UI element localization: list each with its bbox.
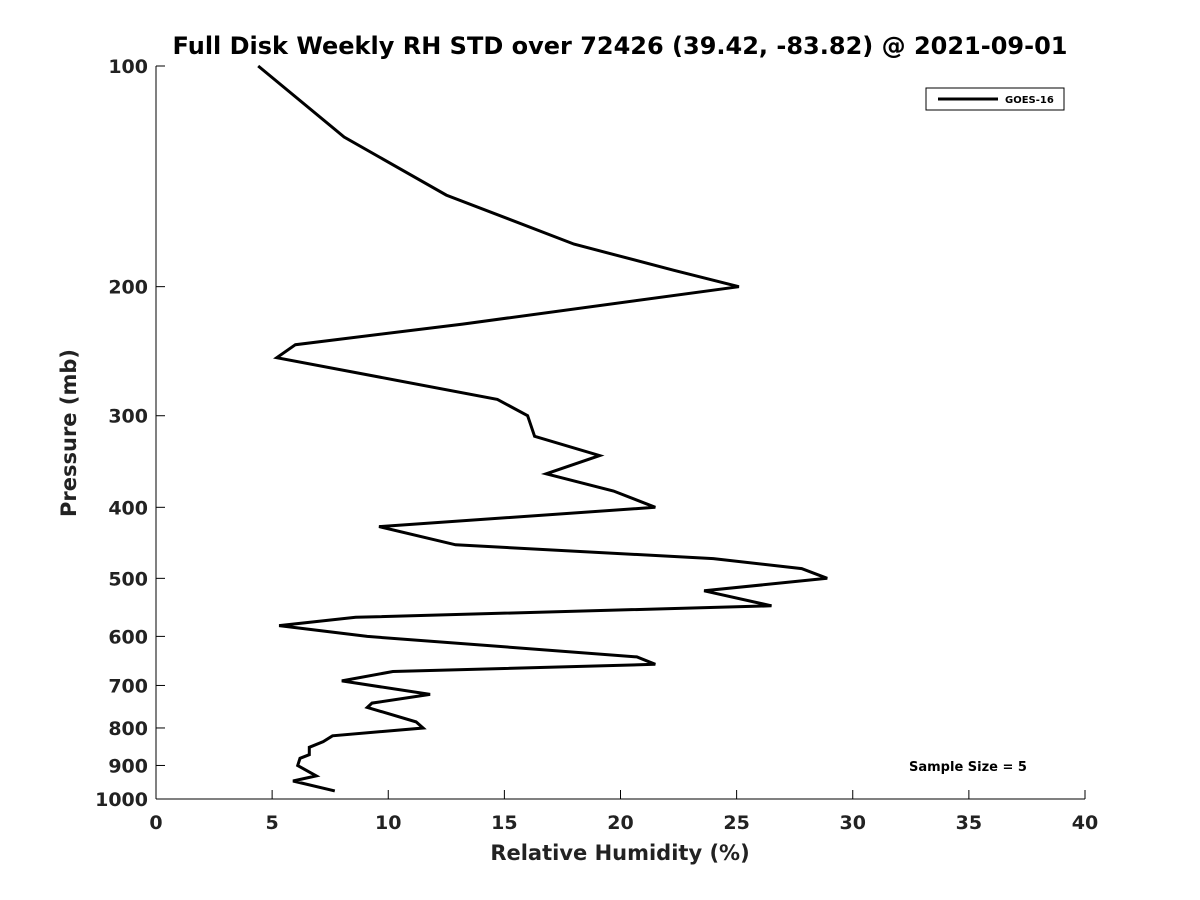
series-line-goes-16 — [257, 64, 828, 793]
y-tick-label: 200 — [108, 277, 148, 299]
chart-title: Full Disk Weekly RH STD over 72426 (39.4… — [173, 32, 1068, 60]
y-tick-label: 900 — [108, 755, 148, 777]
x-tick-label: 0 — [149, 812, 162, 834]
x-tick-label: 30 — [840, 812, 866, 834]
y-tick-label: 1000 — [95, 789, 148, 811]
x-tick-label: 25 — [723, 812, 749, 834]
axes — [155, 66, 1085, 800]
series-layer — [257, 64, 828, 793]
x-tick-label: 40 — [1072, 812, 1098, 834]
x-tick-label: 15 — [491, 812, 517, 834]
x-ticks: 0 5 10 15 20 25 30 35 40 — [149, 790, 1098, 834]
x-tick-label: 20 — [607, 812, 633, 834]
y-tick-label: 600 — [108, 626, 148, 648]
y-tick-label: 400 — [108, 497, 148, 519]
y-tick-label: 300 — [108, 406, 148, 428]
x-tick-label: 35 — [956, 812, 982, 834]
legend: GOES-16 — [925, 87, 1065, 111]
legend-entry-goes-16: GOES-16 — [1005, 95, 1054, 106]
x-tick-label: 10 — [375, 812, 401, 834]
y-tick-label: 700 — [108, 675, 148, 697]
x-tick-label: 5 — [266, 812, 279, 834]
y-tick-label: 100 — [108, 56, 148, 78]
y-axis-label: Pressure (mb) — [57, 349, 81, 517]
x-axis-label: Relative Humidity (%) — [490, 841, 749, 865]
y-tick-label: 500 — [108, 568, 148, 590]
sample-size-annotation: Sample Size = 5 — [909, 760, 1027, 775]
y-tick-label: 800 — [108, 718, 148, 740]
y-ticks: 100 200 300 400 500 600 700 800 900 1000 — [95, 56, 165, 811]
